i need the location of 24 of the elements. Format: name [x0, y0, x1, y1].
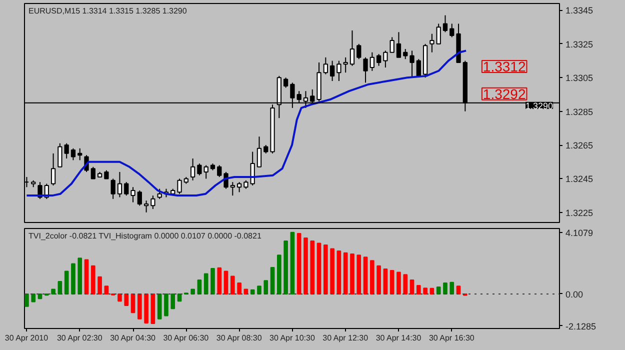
- y-tick-label: 1.3305: [566, 73, 594, 84]
- ref-line-label: 1.3290: [526, 100, 554, 111]
- x-tick-label: 30 Apr 06:30: [163, 334, 210, 342]
- y-tick-label: 0.00: [566, 289, 584, 300]
- x-tick-label: 30 Apr 12:30: [322, 334, 369, 342]
- y-tick-label: 4.1079: [566, 228, 594, 238]
- y-tick-label: 1.3265: [566, 140, 594, 151]
- y-tick-label: -2.1285: [566, 321, 596, 332]
- chart-title: EURUSD,M15 1.3314 1.3315 1.3285 1.3290: [28, 6, 188, 16]
- annotation: 1.3292: [482, 86, 526, 102]
- y-tick-label: 1.3245: [566, 174, 594, 184]
- x-tick-label: 30 Apr 08:30: [216, 334, 262, 342]
- chart-title: TVI_2color -0.0821 TVI_Histogram 0.0000 0.0107 0.0000 -0.0821: [28, 232, 262, 240]
- y-tick-label: 1.3325: [566, 39, 594, 50]
- annotation: 1.3312: [482, 58, 526, 74]
- x-tick-label: 30 Apr 14:30: [376, 334, 422, 342]
- x-tick-label: 30 Apr 10:30: [270, 334, 316, 342]
- x-tick-label: 30 Apr 2010: [4, 334, 49, 342]
- y-tick-label: 1.3345: [566, 6, 594, 16]
- x-tick-label: 30 Apr 16:30: [428, 334, 475, 342]
- y-tick-label: 1.3225: [566, 208, 594, 218]
- x-tick-label: 30 Apr 04:30: [110, 334, 156, 342]
- y-tick-label: 1.3285: [566, 106, 594, 117]
- x-tick-label: 30 Apr 02:30: [56, 334, 103, 342]
